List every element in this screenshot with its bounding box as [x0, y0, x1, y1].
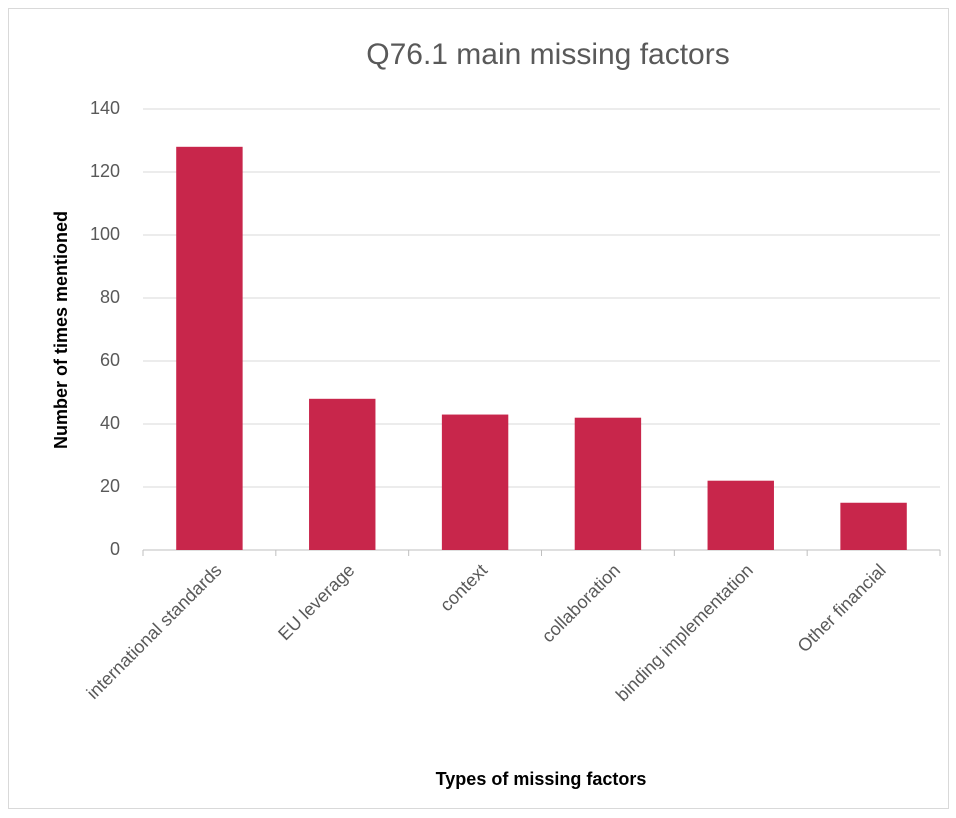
y-tick-label: 140 [90, 98, 120, 118]
bar [574, 417, 642, 550]
y-tick-label: 100 [90, 224, 120, 244]
y-tick-label: 120 [90, 161, 120, 181]
y-tick-label: 60 [100, 350, 120, 370]
y-tick-label: 80 [100, 287, 120, 307]
bar [707, 480, 774, 550]
bar [840, 502, 907, 550]
y-tick-label: 20 [100, 476, 120, 496]
chart-title: Q76.1 main missing factors [366, 38, 729, 71]
chart-border [8, 8, 949, 809]
x-axis-label: Types of missing factors [436, 769, 647, 789]
bar [176, 146, 243, 551]
y-axis-label: Number of times mentioned [51, 211, 71, 449]
bar [441, 414, 509, 550]
y-tick-label: 40 [100, 413, 120, 433]
bar [309, 398, 376, 550]
y-tick-label: 0 [110, 539, 120, 559]
